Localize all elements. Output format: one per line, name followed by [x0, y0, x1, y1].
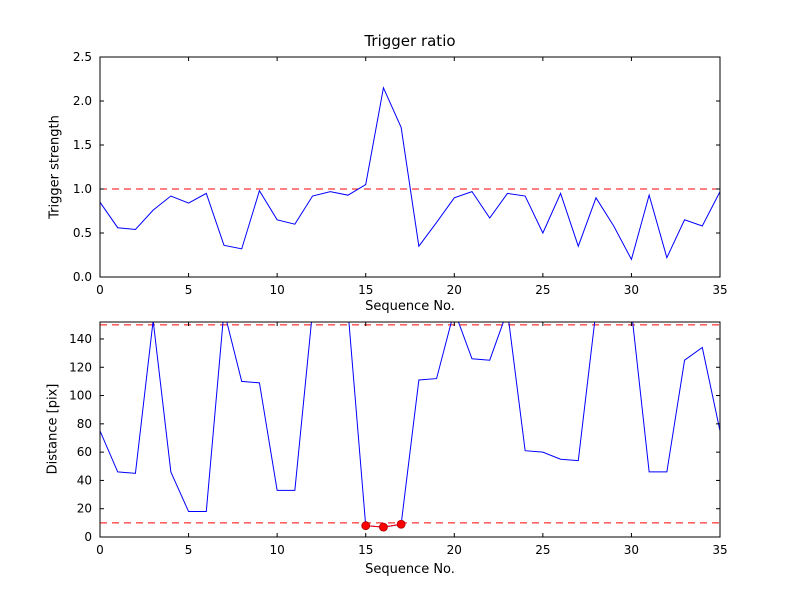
x-tick-label: 10: [270, 543, 285, 557]
x-tick-label: 5: [185, 543, 193, 557]
x-tick-label: 30: [624, 283, 639, 297]
x-tick-label: 15: [358, 283, 373, 297]
plot-border: [99, 321, 721, 538]
trigger-ratio-plot: 0 5 10 15 20 25 30 35 0.0 0.5 1.0 1.5 2.0 2.5: [73, 50, 728, 297]
data-line: [100, 322, 720, 528]
y-tick-label: 2.5: [73, 50, 92, 64]
y-tick-label: 80: [77, 417, 92, 431]
x-tick-label: 0: [96, 283, 104, 297]
x-tick-label: 5: [185, 283, 193, 297]
y-tick-label: 2.0: [73, 94, 92, 108]
marker-point: [396, 519, 406, 529]
x-tick-label: 30: [624, 543, 639, 557]
distance-plot: 0 5 10 15 20 25 30 35 0 20 40 60 80 100 120 140: [69, 321, 728, 557]
x-tick-label: 20: [447, 283, 462, 297]
bottom-y-axis-label: Distance [pix]: [45, 383, 61, 475]
y-tick-label: 1.5: [73, 138, 92, 152]
bottom-x-axis-label: Sequence No.: [365, 562, 455, 577]
data-line: [100, 86, 720, 261]
y-tick-label: 140: [69, 332, 92, 346]
y-tick-label: 0.0: [73, 270, 92, 284]
top-x-axis-label: Sequence No.: [365, 299, 455, 314]
x-tick-label: 15: [358, 543, 373, 557]
chart-title: Trigger ratio: [364, 32, 456, 50]
x-tick-label: 35: [712, 283, 727, 297]
y-tick-label: 120: [69, 360, 92, 374]
y-tick-label: 1.0: [73, 182, 92, 196]
y-tick-label: 60: [77, 445, 92, 459]
y-tick-label: 20: [77, 502, 92, 516]
marker-point: [361, 521, 371, 531]
y-tick-label: 0: [84, 530, 92, 544]
y-tick-label: 0.5: [73, 226, 92, 240]
y-tick-label: 40: [77, 473, 92, 487]
x-tick-label: 10: [270, 283, 285, 297]
x-tick-label: 25: [535, 283, 550, 297]
y-tick-label: 100: [69, 389, 92, 403]
top-y-axis-label: Trigger strength: [47, 115, 63, 219]
x-tick-label: 20: [447, 543, 462, 557]
marker-point: [379, 522, 388, 532]
x-tick-label: 0: [96, 543, 104, 557]
x-tick-label: 35: [712, 543, 727, 557]
plot-border: [99, 56, 721, 278]
x-tick-label: 25: [535, 543, 550, 557]
